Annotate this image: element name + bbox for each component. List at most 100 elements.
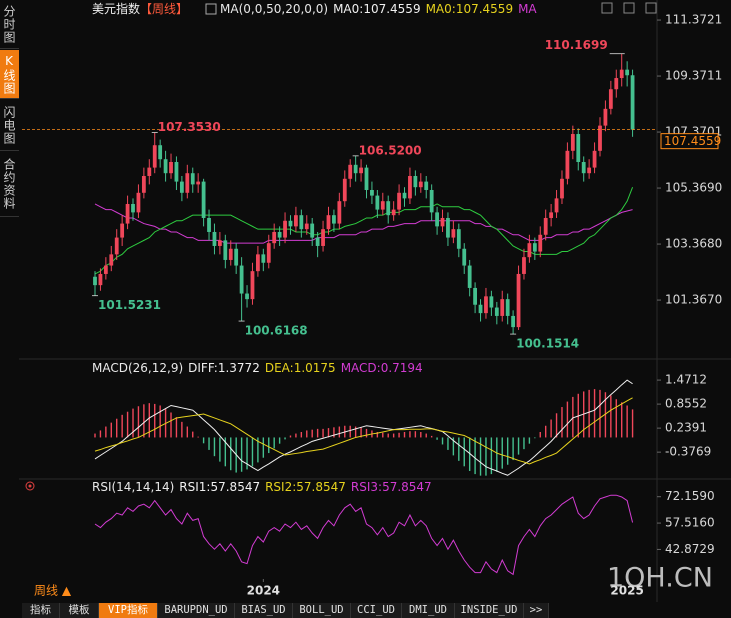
candle-body: [364, 167, 369, 190]
bottom-tab[interactable]: >>: [524, 603, 549, 618]
candle-body: [315, 237, 320, 246]
bottom-tab-active[interactable]: VIP指标: [99, 603, 158, 618]
macd-bar: [610, 395, 612, 438]
macd-bar: [474, 437, 476, 475]
candle-body: [304, 223, 309, 230]
window-icon[interactable]: [623, 2, 635, 14]
macd-bar: [278, 437, 281, 444]
macd-bar: [295, 433, 297, 438]
macd-bar: [360, 427, 362, 438]
candle-body: [570, 134, 575, 151]
macd-bar: [268, 437, 270, 454]
macd-bar: [561, 407, 563, 438]
candle-body: [337, 201, 342, 224]
macd-bar: [501, 437, 503, 469]
window-icon[interactable]: [601, 2, 613, 14]
candle-body: [223, 240, 228, 260]
settings-icon[interactable]: [205, 3, 217, 15]
candle-body: [505, 299, 510, 316]
bottom-tab[interactable]: INSIDE_UD: [455, 603, 524, 618]
macd-bar: [626, 405, 628, 438]
candle-body: [413, 176, 418, 188]
candle-body: [494, 307, 499, 316]
macd-bar: [170, 412, 172, 438]
candle-body: [592, 150, 597, 168]
sidebar-tab[interactable]: 合约资料: [0, 152, 19, 217]
candle-body: [473, 287, 477, 305]
y-tick-label: 42.8729: [665, 542, 715, 556]
symbol-name: 美元指数: [92, 1, 140, 16]
macd-bar: [496, 437, 498, 472]
extreme-label: 100.1514: [516, 337, 579, 351]
candle-body: [543, 217, 548, 235]
macd-bar: [148, 403, 150, 438]
macd-bar: [273, 437, 275, 449]
candle-body: [538, 234, 543, 252]
macd-bar: [197, 436, 199, 438]
candle-body: [212, 231, 217, 246]
candle-body: [608, 89, 613, 109]
candle-body: [440, 217, 445, 227]
macd-bar: [137, 406, 140, 438]
candle-body: [489, 296, 494, 308]
ma-legend: MA(0,0,50,20,0,0) MA0:107.4559 MA0:107.455…: [220, 2, 537, 16]
last-price-label: 107.4559: [664, 134, 721, 148]
candle-body: [456, 229, 461, 249]
candle-body: [103, 265, 108, 274]
candle-body: [576, 134, 581, 163]
extreme-label: 100.6168: [245, 324, 308, 338]
candle-body: [435, 212, 439, 227]
extreme-label: 107.3530: [158, 120, 221, 134]
y-tick-label: 0.8552: [665, 397, 707, 411]
y-tick-label: 57.5160: [665, 516, 715, 530]
candle-body: [131, 203, 135, 213]
macd-bar: [289, 435, 292, 438]
sidebar-tab[interactable]: 分时图: [0, 0, 19, 49]
macd-bar: [99, 430, 102, 438]
candle-body: [261, 254, 266, 263]
window-icon[interactable]: [645, 2, 657, 14]
y-tick-label: -0.3769: [665, 445, 711, 459]
bottom-tab[interactable]: DMI_UD: [402, 603, 455, 618]
bottom-tab[interactable]: BARUPDN_UD: [158, 603, 235, 618]
candle-body: [141, 176, 146, 193]
bottom-tab[interactable]: 指标: [22, 603, 60, 618]
candle-body: [429, 189, 434, 213]
candle-body: [408, 176, 412, 199]
macd-bar: [257, 437, 259, 463]
bottom-tab[interactable]: BIAS_UD: [235, 603, 293, 618]
x-tick-label: 2024: [247, 584, 280, 598]
candle-body: [277, 231, 282, 238]
x-tick-label: 2025: [610, 584, 643, 598]
candle-body: [386, 201, 391, 216]
bottom-tab[interactable]: CCI_UD: [351, 603, 402, 618]
bottom-tab[interactable]: 模板: [60, 603, 99, 618]
macd-bar: [631, 409, 634, 438]
bottom-tab[interactable]: BOLL_UD: [293, 603, 351, 618]
candle-body: [201, 181, 206, 218]
macd-bar: [392, 433, 395, 438]
candle-body: [516, 273, 521, 328]
macd-bar: [490, 437, 493, 475]
macd-bar: [479, 437, 482, 476]
candle-body: [185, 173, 190, 193]
sidebar-tab-active[interactable]: K线图: [0, 50, 19, 99]
macd-bar: [126, 411, 129, 438]
candle-body: [125, 203, 130, 224]
macd-bar: [534, 437, 536, 439]
macd-bar: [208, 437, 210, 450]
legend-entry: MACD:0.7194: [341, 361, 423, 375]
macd-bar: [420, 431, 422, 438]
period-button[interactable]: 周线 ▲: [34, 584, 72, 598]
candle-body: [598, 125, 602, 151]
candle-body: [424, 181, 429, 190]
sidebar-tab[interactable]: 闪电图: [0, 100, 19, 151]
macd-bar: [110, 422, 112, 438]
macd-bar: [458, 437, 460, 461]
candle-body: [326, 215, 331, 230]
rsi-icon[interactable]: [25, 481, 35, 491]
period-name: 【周线】: [140, 2, 188, 16]
macd-bar: [517, 437, 520, 455]
indicator-name: MA(0,0,50,20,0,0): [220, 2, 328, 16]
